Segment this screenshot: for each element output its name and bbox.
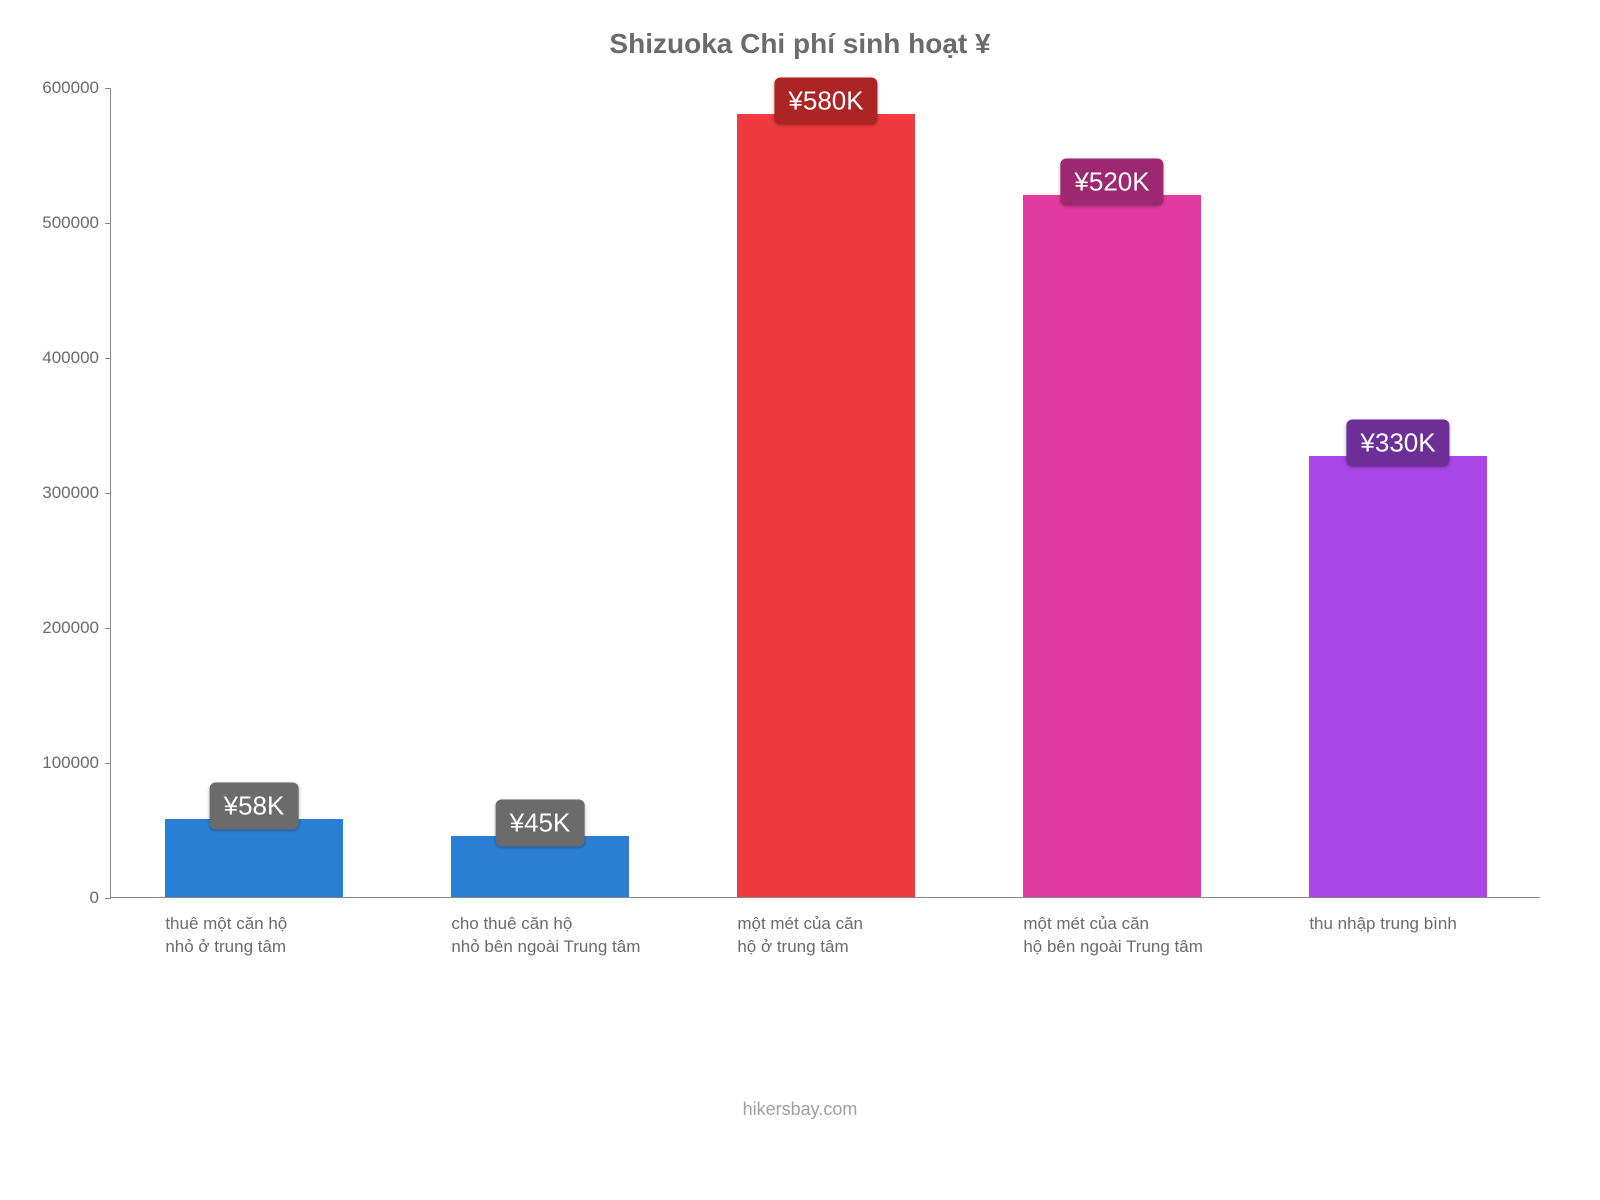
y-tick-label: 300000 (9, 483, 99, 503)
bar-value-label: ¥580K (774, 78, 877, 125)
chart-container: Shizuoka Chi phí sinh hoạt ¥ 01000002000… (0, 0, 1600, 1200)
bar-value-label: ¥520K (1060, 159, 1163, 206)
attribution-text: hikersbay.com (0, 1099, 1600, 1120)
bar-value-label: ¥58K (210, 782, 299, 829)
y-tick-mark (105, 898, 111, 899)
bar-value-label: ¥45K (496, 800, 585, 847)
y-tick-mark (105, 493, 111, 494)
bar (1023, 195, 1200, 897)
y-tick-mark (105, 358, 111, 359)
y-tick-label: 400000 (9, 348, 99, 368)
plot-area: 0100000200000300000400000500000600000¥58… (110, 88, 1540, 898)
bar-value-label: ¥330K (1346, 419, 1449, 466)
bar (165, 819, 342, 897)
y-tick-label: 100000 (9, 753, 99, 773)
y-tick-mark (105, 223, 111, 224)
x-category-label: thuê một căn hộnhỏ ở trung tâm (165, 913, 437, 959)
y-tick-mark (105, 763, 111, 764)
y-tick-label: 200000 (9, 618, 99, 638)
x-category-label: cho thuê căn hộnhỏ bên ngoài Trung tâm (451, 913, 723, 959)
bar (1309, 456, 1486, 897)
x-category-label: thu nhập trung bình (1309, 913, 1581, 936)
bar (737, 114, 914, 897)
x-category-label: một mét của cănhộ bên ngoài Trung tâm (1023, 913, 1295, 959)
chart-title: Shizuoka Chi phí sinh hoạt ¥ (0, 28, 1600, 60)
y-tick-mark (105, 88, 111, 89)
y-tick-label: 600000 (9, 78, 99, 98)
y-tick-mark (105, 628, 111, 629)
x-category-label: một mét của cănhộ ở trung tâm (737, 913, 1009, 959)
y-tick-label: 500000 (9, 213, 99, 233)
y-tick-label: 0 (9, 888, 99, 908)
